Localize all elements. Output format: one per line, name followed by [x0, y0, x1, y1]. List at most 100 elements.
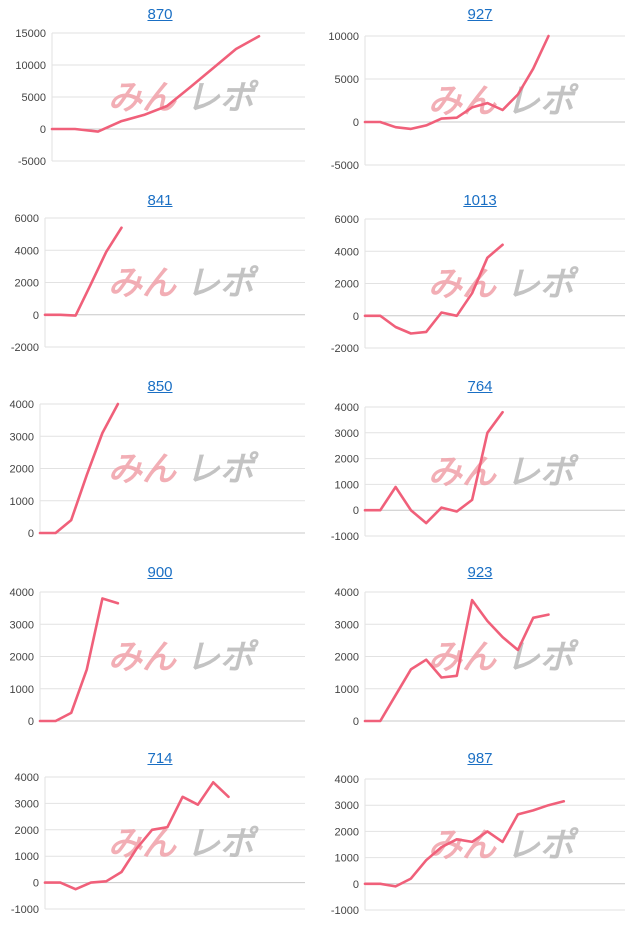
chart-title-link[interactable]: 841 [147, 192, 173, 209]
chart-title-link[interactable]: 764 [467, 378, 493, 395]
watermark-text-pink: みん [428, 454, 497, 492]
watermark-logo: みん レポ [428, 266, 579, 304]
y-tick-label: 2000 [10, 652, 34, 664]
y-tick-label: 1000 [335, 684, 359, 696]
chart-panel: 764 -1000 0 1000 2000 3000 4000 みん レポ [320, 372, 640, 558]
chart-title-link[interactable]: 923 [467, 564, 493, 581]
watermark-text-gray: レポ [506, 83, 579, 121]
series-line [363, 243, 504, 335]
y-tick-label: 2000 [335, 279, 359, 291]
watermark-text-pink: みん [108, 825, 177, 863]
watermark-text-gray: レポ [506, 639, 579, 677]
y-tick-label: 4000 [335, 774, 359, 786]
y-tick-label: 3000 [10, 431, 34, 443]
line-chart: -2000 0 2000 4000 6000 みん レポ [11, 213, 305, 354]
watermark-text-gray: レポ [186, 825, 259, 863]
chart-panel: 900 0 1000 2000 3000 4000 みん レポ [0, 558, 320, 744]
chart-title-link[interactable]: 870 [147, 6, 173, 23]
y-tick-label: -5000 [331, 160, 359, 172]
series-line [43, 226, 123, 317]
watermark-logo: みん レポ [108, 451, 259, 489]
y-tick-label: 6000 [15, 213, 39, 225]
watermark-text-gray: レポ [506, 827, 579, 865]
y-tick-label: 2000 [335, 454, 359, 466]
watermark-text-pink: みん [428, 266, 497, 304]
watermark-logo: みん レポ [108, 265, 259, 303]
chart-panel: 923 0 1000 2000 3000 4000 みん レポ [320, 558, 640, 744]
watermark-text-pink: みん [108, 451, 177, 489]
y-tick-label: 3000 [335, 619, 359, 631]
y-tick-label: 1000 [335, 479, 359, 491]
watermark-text-gray: レポ [186, 639, 259, 677]
chart-panel: 927 -5000 0 5000 10000 みん レポ [320, 0, 640, 186]
chart-title-link[interactable]: 1013 [463, 192, 497, 209]
chart-title-link[interactable]: 927 [467, 6, 493, 23]
chart-panel: 870 -5000 0 5000 10000 15000 みん レポ [0, 0, 320, 186]
y-tick-label: 6000 [335, 214, 359, 226]
y-tick-label: -1000 [331, 905, 359, 917]
y-tick-label: 0 [33, 878, 39, 890]
line-chart: -1000 0 1000 2000 3000 4000 みん レポ [331, 774, 625, 917]
watermark-logo: みん レポ [108, 79, 259, 117]
watermark-text-gray: レポ [506, 266, 579, 304]
y-tick-label: 2000 [15, 825, 39, 837]
chart-title-link[interactable]: 850 [147, 378, 173, 395]
chart-panel: 714 -1000 0 1000 2000 3000 4000 みん レポ [0, 744, 320, 930]
y-tick-label: 2000 [335, 652, 359, 664]
line-chart: 0 1000 2000 3000 4000 みん レポ [10, 587, 305, 728]
y-tick-label: 4000 [335, 246, 359, 258]
y-tick-label: 3000 [15, 798, 39, 810]
y-tick-label: 0 [353, 879, 359, 891]
y-tick-label: 2000 [10, 464, 34, 476]
y-tick-label: 0 [28, 528, 34, 540]
y-tick-label: 0 [40, 124, 46, 136]
y-tick-label: 5000 [335, 74, 359, 86]
y-tick-label: -2000 [11, 342, 39, 354]
y-tick-label: -1000 [11, 904, 39, 916]
chart-title-link[interactable]: 900 [147, 564, 173, 581]
y-tick-label: 2000 [335, 826, 359, 838]
y-tick-label: 4000 [335, 587, 359, 599]
chart-panel: 1013 -2000 0 2000 4000 6000 みん レポ [320, 186, 640, 372]
watermark-logo: みん レポ [428, 827, 579, 865]
y-tick-label: 0 [28, 716, 34, 728]
line-chart: -2000 0 2000 4000 6000 みん レポ [331, 214, 625, 355]
line-chart: 0 1000 2000 3000 4000 みん レポ [10, 399, 305, 540]
series-line [50, 34, 261, 133]
series-line [38, 402, 120, 535]
watermark-text-gray: レポ [186, 79, 259, 117]
watermark-logo: みん レポ [428, 454, 579, 492]
series-line [363, 34, 550, 131]
chart-panel: 841 -2000 0 2000 4000 6000 みん レポ [0, 186, 320, 372]
y-tick-label: -1000 [331, 531, 359, 543]
y-tick-label: 0 [353, 311, 359, 323]
series-line [363, 598, 550, 723]
line-chart: -5000 0 5000 10000 15000 みん レポ [15, 28, 305, 168]
line-chart: -1000 0 1000 2000 3000 4000 みん レポ [331, 402, 625, 543]
watermark-text-gray: レポ [186, 451, 259, 489]
watermark-logo: みん レポ [108, 825, 259, 863]
y-tick-label: 4000 [10, 399, 34, 411]
y-tick-label: 0 [353, 505, 359, 517]
y-tick-label: 1000 [335, 853, 359, 865]
line-chart: 0 1000 2000 3000 4000 みん レポ [335, 587, 625, 728]
line-chart: -5000 0 5000 10000 みん レポ [328, 31, 625, 172]
y-tick-label: 4000 [10, 587, 34, 599]
chart-panel: 850 0 1000 2000 3000 4000 みん レポ [0, 372, 320, 558]
y-tick-label: 3000 [335, 800, 359, 812]
y-tick-label: -5000 [18, 156, 46, 168]
y-tick-label: 10000 [328, 31, 359, 43]
chart-title-link[interactable]: 987 [467, 750, 493, 767]
y-tick-label: -2000 [331, 343, 359, 355]
y-tick-label: 1000 [10, 684, 34, 696]
chart-panel: 987 -1000 0 1000 2000 3000 4000 みん レポ [320, 744, 640, 930]
y-tick-label: 3000 [10, 619, 34, 631]
line-chart: -1000 0 1000 2000 3000 4000 みん レポ [11, 772, 305, 916]
y-tick-label: 0 [353, 716, 359, 728]
y-tick-label: 0 [33, 310, 39, 322]
chart-title-link[interactable]: 714 [147, 750, 173, 767]
y-tick-label: 1000 [10, 496, 34, 508]
watermark-logo: みん レポ [428, 639, 579, 677]
series-line [38, 597, 120, 723]
y-tick-label: 4000 [335, 402, 359, 414]
